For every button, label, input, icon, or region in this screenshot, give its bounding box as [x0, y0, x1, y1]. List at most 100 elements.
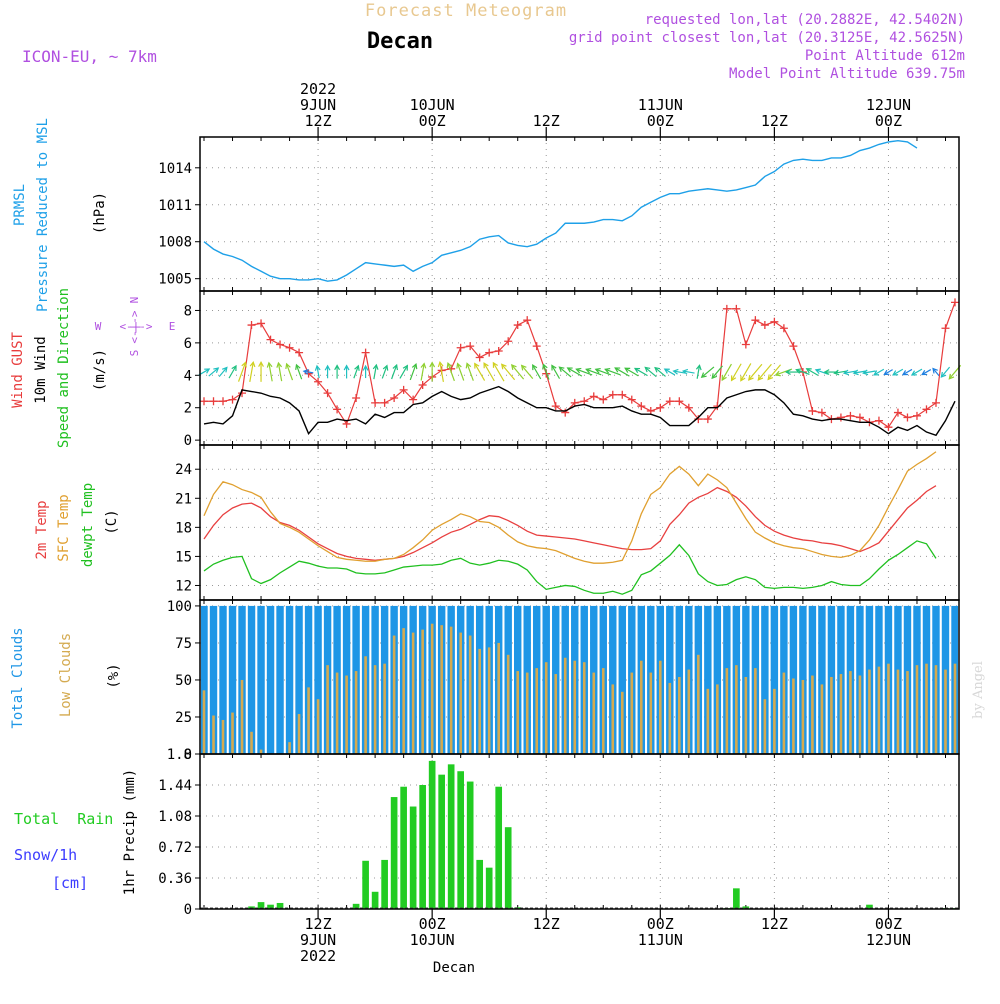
- panel-wind: 0 2 4 6 8: [184, 290, 962, 449]
- low-cloud-bar: [202, 690, 206, 754]
- panel-frame: [199, 444, 960, 601]
- gust-point: [285, 343, 294, 352]
- wind-arrow: [558, 366, 572, 378]
- wind-arrow-shaft: [711, 365, 723, 379]
- wind-arrow: [409, 362, 418, 381]
- wind-arrow: [465, 362, 474, 381]
- temp-2m-label: 2m Temp: [34, 500, 50, 559]
- wind-arrow-shaft: [249, 362, 254, 383]
- low-cloud-bar: [307, 687, 310, 754]
- low-cloud-bar: [697, 654, 700, 754]
- wind-arrow-shaft: [834, 370, 848, 374]
- total-cloud-bar: [228, 605, 237, 754]
- low-cloud-bar: [630, 672, 634, 754]
- wind-arrow-shaft: [483, 362, 495, 382]
- snow-unit-label: [cm]: [52, 874, 88, 892]
- wind-arrow-head: [249, 360, 256, 368]
- grid-point: grid point closest lon,lat (20.3125E, 42…: [569, 30, 965, 46]
- wind-arrow-shaft: [576, 368, 593, 376]
- rain-bar: [419, 785, 426, 909]
- wind-arrow-shaft: [767, 364, 782, 380]
- low-cloud-bar: [240, 679, 244, 754]
- clouds-total-label: Total Clouds: [10, 627, 26, 728]
- low-cloud-bar: [773, 688, 776, 754]
- y-tick-label: 1014: [158, 161, 192, 177]
- wind-arrow: [314, 364, 321, 379]
- wind-arrow-shaft: [932, 368, 940, 376]
- top-time-label: 11JUN: [638, 96, 683, 114]
- gust-point: [941, 324, 950, 333]
- wind-arrow: [892, 368, 904, 376]
- low-cloud-bar: [525, 672, 529, 754]
- total-cloud-bar: [666, 605, 674, 754]
- wind-arrow-head: [295, 363, 301, 370]
- wind-arrow: [901, 368, 913, 376]
- gust-point: [665, 397, 674, 406]
- pressure-label-reduced: Pressure Reduced to MSL: [35, 118, 51, 312]
- wind-arrow-head: [681, 368, 689, 375]
- gust-point: [200, 397, 208, 406]
- gust-line: [204, 302, 956, 429]
- wind-arrow-shaft: [409, 363, 417, 381]
- wind-arrow-head: [757, 374, 764, 381]
- low-cloud-bar: [592, 672, 596, 754]
- wind-arrow-shaft: [940, 366, 951, 378]
- rain-bar: [362, 860, 369, 909]
- low-cloud-bar: [316, 699, 320, 754]
- rain-bar: [866, 904, 873, 909]
- low-cloud-bar: [487, 647, 491, 754]
- wind-arrow: [520, 364, 534, 380]
- low-cloud-bar: [754, 668, 757, 754]
- wind-arrow: [276, 361, 283, 382]
- gust-point: [247, 321, 256, 330]
- low-cloud-bar: [896, 669, 900, 754]
- wind-arrow-head: [730, 375, 737, 382]
- wind-arrow-head: [883, 369, 890, 376]
- low-cloud-bar: [544, 662, 548, 754]
- wind-arrow: [654, 366, 666, 377]
- wind-arrow: [324, 364, 331, 379]
- wind-arrow-head: [266, 361, 273, 368]
- wind-arrow-head: [740, 375, 746, 382]
- wind-10m-label: 10m Wind: [33, 336, 49, 403]
- wind-arrow-shaft: [796, 369, 810, 376]
- y-tick-label: 1.8: [167, 747, 192, 763]
- wind-arrow: [767, 364, 782, 381]
- total-cloud-bar: [770, 605, 779, 754]
- wind-arrow: [456, 362, 465, 381]
- wind-arrow-shaft: [853, 370, 867, 374]
- clouds-unit: (%): [106, 663, 122, 688]
- bottom-time-label: 12Z: [761, 915, 788, 933]
- wind-arrow-head: [510, 364, 517, 371]
- wind-arrow: [833, 369, 848, 376]
- wind-arrow-head: [420, 362, 427, 369]
- wind-arrow-head: [814, 368, 821, 375]
- wind-arrow-head: [213, 367, 220, 373]
- wind-arrow-shaft: [353, 365, 359, 379]
- compass-s: S: [128, 350, 141, 357]
- wind-arrow-shaft: [373, 364, 377, 380]
- model-label: ICON-EU, ~ 7km: [22, 47, 157, 66]
- low-cloud-bar: [678, 677, 681, 754]
- wind-arrow-head: [276, 361, 283, 368]
- low-cloud-bar: [326, 665, 329, 754]
- wind-arrow-head: [940, 371, 947, 378]
- wind-arrow-shaft: [474, 363, 486, 381]
- wind-arrow-shaft: [731, 363, 742, 381]
- panel-frame: [199, 290, 960, 446]
- gust-point: [371, 398, 380, 407]
- rain-label: Total Rain: [14, 810, 113, 828]
- wind-arrow: [730, 363, 742, 382]
- wind-arrow: [399, 364, 408, 379]
- wind-unit: (m/s): [92, 349, 108, 391]
- y-tick-label: 50: [175, 673, 192, 689]
- wind-arrow-shaft: [892, 368, 904, 376]
- gust-point: [475, 353, 484, 362]
- wind-arrow: [748, 363, 763, 381]
- wind-arrow-head: [767, 374, 774, 381]
- wind-arrow-head: [372, 363, 379, 370]
- low-cloud-bar: [763, 699, 767, 754]
- top-time-label: 00Z: [419, 112, 446, 130]
- low-cloud-bar: [468, 635, 472, 754]
- wind-arrow-shaft: [696, 365, 701, 379]
